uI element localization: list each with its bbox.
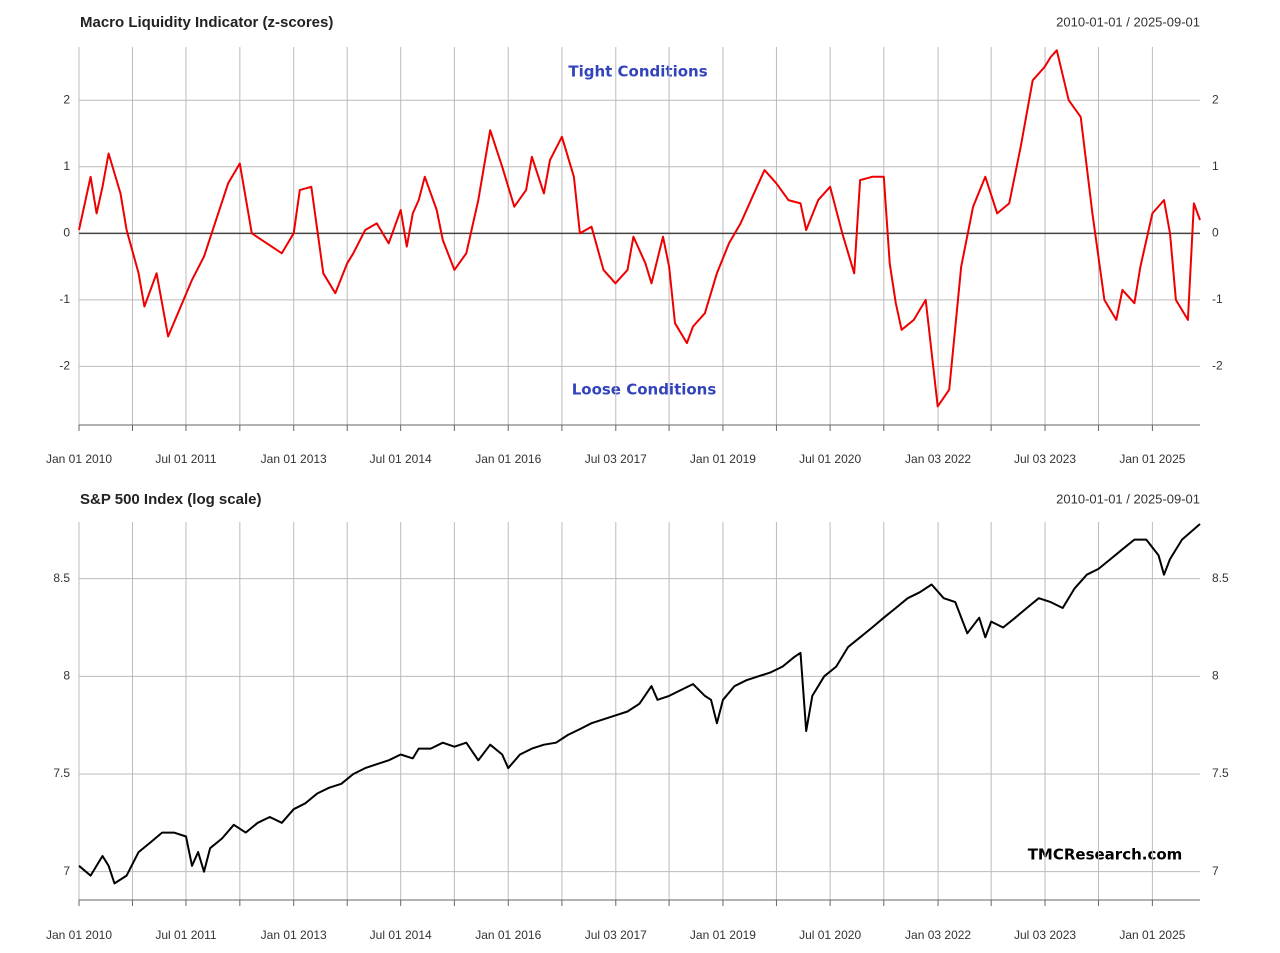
y-tick-label: 7 — [63, 864, 70, 878]
date-range: 2010-01-01 / 2025-09-01 — [1056, 14, 1200, 29]
y-tick-label: 0 — [1212, 226, 1219, 240]
x-tick-label: Jul 01 2020 — [799, 928, 861, 942]
x-tick-label: Jul 01 2014 — [370, 452, 432, 466]
x-tick-label: Jul 01 2014 — [370, 928, 432, 942]
data-line — [78, 523, 1201, 885]
x-tick-label: Jul 01 2011 — [155, 452, 216, 466]
x-tick-label: Jul 03 2023 — [1014, 452, 1076, 466]
y-tick-label: 8.5 — [1212, 571, 1229, 585]
x-tick-label: Jan 01 2013 — [261, 452, 327, 466]
x-tick-label: Jan 01 2010 — [46, 928, 112, 942]
x-tick-label: Jul 03 2017 — [585, 928, 647, 942]
annotation: Tight Conditions — [568, 63, 707, 81]
x-tick-label: Jan 03 2022 — [905, 928, 971, 942]
annotation: Loose Conditions — [572, 381, 717, 399]
x-tick-label: Jan 01 2016 — [475, 928, 541, 942]
y-tick-label: -2 — [59, 359, 70, 373]
y-tick-label: 7.5 — [1212, 766, 1229, 780]
chart-title: Macro Liquidity Indicator (z-scores) — [80, 14, 333, 31]
y-tick-label: 0 — [63, 226, 70, 240]
y-tick-label: 8 — [1212, 668, 1219, 682]
x-tick-label: Jul 01 2020 — [799, 452, 861, 466]
y-tick-label: -2 — [1212, 359, 1223, 373]
y-tick-label: 7.5 — [53, 766, 70, 780]
x-tick-label: Jul 01 2011 — [155, 928, 216, 942]
x-tick-label: Jan 03 2022 — [905, 452, 971, 466]
watermark: TMCResearch.com — [1028, 846, 1183, 864]
x-tick-label: Jan 01 2013 — [261, 928, 327, 942]
y-tick-label: 8.5 — [53, 571, 70, 585]
x-tick-label: Jul 03 2017 — [585, 452, 647, 466]
x-tick-label: Jul 03 2023 — [1014, 928, 1076, 942]
y-tick-label: 2 — [63, 92, 70, 106]
y-tick-label: 1 — [1212, 159, 1219, 173]
y-tick-label: 8 — [63, 668, 70, 682]
x-tick-label: Jan 01 2025 — [1119, 452, 1185, 466]
y-tick-label: 1 — [63, 159, 70, 173]
x-tick-label: Jan 01 2010 — [46, 452, 112, 466]
y-tick-label: 2 — [1212, 92, 1219, 106]
x-tick-label: Jan 01 2016 — [475, 452, 541, 466]
x-tick-label: Jan 01 2019 — [690, 928, 756, 942]
y-tick-label: -1 — [59, 292, 70, 306]
y-tick-label: -1 — [1212, 292, 1223, 306]
data-line — [78, 49, 1201, 408]
x-tick-label: Jan 01 2025 — [1119, 928, 1185, 942]
y-tick-label: 7 — [1212, 864, 1219, 878]
x-tick-label: Jan 01 2019 — [690, 452, 756, 466]
chart-title: S&P 500 Index (log scale) — [80, 491, 261, 508]
date-range: 2010-01-01 / 2025-09-01 — [1056, 491, 1200, 506]
